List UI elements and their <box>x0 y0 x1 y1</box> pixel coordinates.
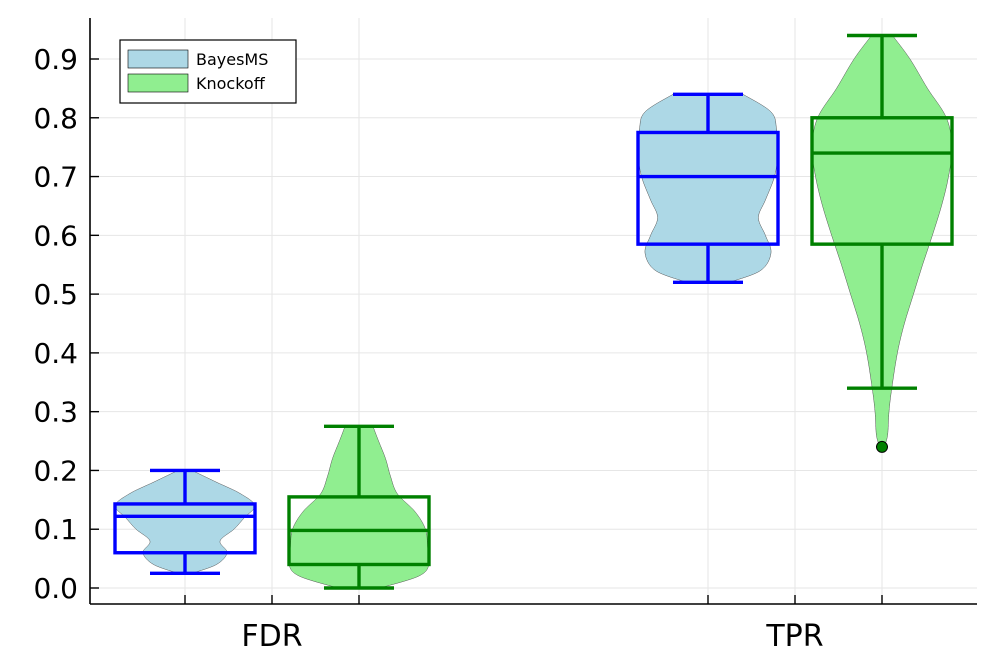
y-tick-label: 0.6 <box>33 219 78 252</box>
legend: BayesMS Knockoff <box>119 39 297 104</box>
y-tick-label: 0.1 <box>33 513 78 546</box>
y-tick-label: 0.5 <box>33 278 78 311</box>
x-category-label: FDR <box>241 619 302 654</box>
legend-swatch-knockoff <box>127 73 189 93</box>
y-tick-label: 0.0 <box>33 572 78 605</box>
y-tick-label: 0.9 <box>33 43 78 76</box>
box-knockoff-tpr <box>810 116 954 246</box>
x-ticks: FDR TPR <box>184 595 883 654</box>
axes <box>89 18 977 605</box>
y-tick-label: 0.8 <box>33 102 78 135</box>
y-tick-label: 0.3 <box>33 396 78 429</box>
box-bayesms-tpr <box>636 130 780 246</box>
box-bayesms-fdr <box>113 502 257 555</box>
grid <box>90 18 977 604</box>
y-ticks: 0.0 0.1 0.2 0.3 0.4 0.5 0.6 0.7 0.8 0.9 <box>33 43 99 605</box>
legend-label-knockoff: Knockoff <box>196 74 266 93</box>
legend-label-bayesms: BayesMS <box>196 50 268 69</box>
legend-swatch-bayesms <box>127 49 189 69</box>
y-tick-label: 0.7 <box>33 161 78 194</box>
x-category-label: TPR <box>765 619 823 654</box>
boxplots <box>113 33 954 590</box>
y-tick-label: 0.4 <box>33 337 78 370</box>
outlier-knockoff-tpr <box>876 440 888 453</box>
y-tick-label: 0.2 <box>33 454 78 487</box>
